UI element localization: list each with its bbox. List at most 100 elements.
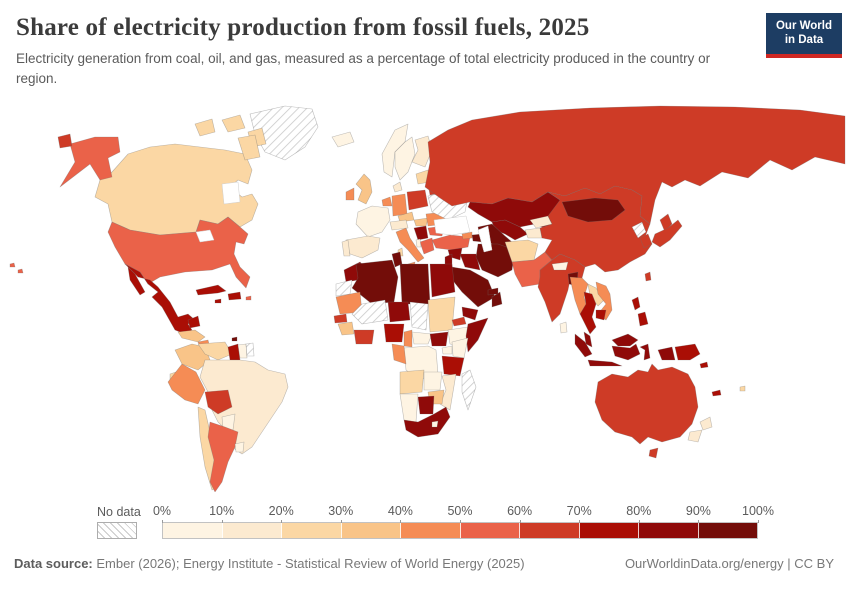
country-albania[interactable] — [415, 238, 422, 248]
country-uae-qatar[interactable] — [487, 287, 499, 296]
country-yucatan[interactable] — [187, 315, 201, 329]
country-philippines[interactable] — [637, 311, 649, 327]
country-gabon-congo[interactable] — [391, 343, 407, 365]
country-iceland[interactable] — [331, 131, 355, 148]
country-italy[interactable] — [395, 227, 425, 263]
country-tanzania[interactable] — [441, 355, 465, 377]
country-botswana[interactable] — [417, 395, 435, 415]
country-canada-baffin[interactable] — [237, 134, 261, 161]
country-ivory-coast-ghana[interactable] — [353, 329, 375, 345]
country-vietnam[interactable] — [595, 281, 613, 321]
country-cameroon[interactable] — [403, 329, 413, 348]
country-nepal[interactable] — [551, 261, 569, 271]
country-japan[interactable] — [651, 219, 683, 248]
country-hispaniola[interactable] — [227, 291, 242, 301]
country-finland[interactable] — [411, 135, 433, 168]
legend-segment[interactable] — [579, 523, 639, 539]
country-france[interactable] — [355, 205, 391, 238]
legend-segment[interactable] — [282, 523, 342, 539]
legend-segment[interactable] — [520, 523, 580, 539]
country-austria-switzerland[interactable] — [389, 219, 409, 231]
country-new-caledonia[interactable] — [711, 389, 722, 397]
no-data-swatch[interactable] — [97, 522, 137, 540]
country-madagascar[interactable] — [461, 369, 477, 411]
country-angola[interactable] — [399, 369, 425, 395]
country-zambia[interactable] — [423, 371, 443, 391]
country-chad[interactable] — [409, 301, 429, 331]
country-malaysia[interactable] — [583, 331, 593, 348]
country-peru[interactable] — [167, 363, 206, 405]
country-bolivia[interactable] — [204, 389, 233, 415]
country-hawaii[interactable] — [9, 262, 16, 268]
owid-logo[interactable]: Our World in Data — [766, 13, 842, 58]
country-cuba[interactable] — [195, 284, 227, 296]
country-solomon-islands[interactable] — [699, 361, 709, 369]
legend-segment[interactable] — [639, 523, 699, 539]
legend-segment[interactable] — [163, 523, 223, 539]
country-western-sahara[interactable] — [335, 279, 353, 297]
country-sweden[interactable] — [394, 136, 416, 181]
country-indonesia-sulawesi[interactable] — [639, 343, 651, 361]
country-north-korea[interactable] — [631, 221, 647, 239]
country-portugal[interactable] — [341, 239, 351, 257]
country-baja[interactable] — [127, 266, 146, 296]
country-eritrea[interactable] — [451, 316, 467, 327]
legend-segment[interactable] — [401, 523, 461, 539]
country-canada-arctic[interactable] — [194, 118, 216, 137]
country-jamaica[interactable] — [214, 298, 222, 304]
country-hawaii[interactable] — [17, 268, 24, 274]
country-australia[interactable] — [594, 363, 699, 445]
country-denmark[interactable] — [392, 181, 403, 193]
country-egypt[interactable] — [429, 263, 456, 298]
country-uganda[interactable] — [441, 345, 453, 355]
legend-segment[interactable] — [698, 523, 757, 539]
country-mozambique[interactable] — [439, 373, 457, 411]
country-germany[interactable] — [391, 193, 408, 217]
country-tajikistan[interactable] — [524, 227, 543, 239]
country-guinea[interactable] — [337, 321, 355, 336]
country-uk[interactable] — [355, 173, 373, 205]
country-suriname[interactable] — [237, 343, 248, 359]
country-namibia[interactable] — [399, 393, 419, 423]
country-serbia-bosnia[interactable] — [413, 225, 429, 241]
country-niger[interactable] — [387, 301, 411, 323]
country-greece[interactable] — [419, 237, 435, 255]
country-ireland[interactable] — [345, 187, 355, 201]
country-uruguay[interactable] — [234, 441, 245, 453]
country-benelux[interactable] — [381, 196, 393, 207]
country-new-zealand[interactable] — [699, 416, 713, 431]
legend-no-data[interactable]: No data — [97, 505, 141, 540]
country-indonesia-sumatra[interactable] — [574, 333, 593, 358]
country-somalia[interactable] — [465, 317, 489, 353]
country-indonesia-papua[interactable] — [657, 346, 676, 361]
country-alaska[interactable] — [59, 136, 121, 188]
country-new-zealand[interactable] — [687, 429, 703, 443]
country-trinidad[interactable] — [231, 336, 238, 342]
country-afghanistan[interactable] — [504, 239, 539, 263]
country-mali[interactable] — [351, 299, 389, 325]
country-senegal[interactable] — [333, 313, 348, 324]
country-malaysia-borneo[interactable] — [611, 333, 639, 347]
country-india[interactable] — [537, 253, 586, 323]
owid-link[interactable]: OurWorldinData.org/energy | CC BY — [624, 556, 834, 572]
country-hungary[interactable] — [413, 217, 429, 227]
country-thailand[interactable] — [579, 291, 597, 335]
country-central-african-republic[interactable] — [411, 331, 433, 345]
country-argentina[interactable] — [207, 421, 239, 493]
country-guatemala-honduras[interactable] — [177, 329, 206, 343]
country-paraguay[interactable] — [221, 413, 236, 431]
country-libya[interactable] — [399, 263, 431, 305]
legend-segment[interactable] — [460, 523, 520, 539]
country-poland[interactable] — [406, 189, 429, 211]
country-spain[interactable] — [345, 235, 381, 259]
country-canada-arctic[interactable] — [221, 114, 246, 133]
country-indonesia-kalimantan[interactable] — [611, 343, 641, 361]
country-japan[interactable] — [659, 213, 673, 233]
legend-segment[interactable] — [341, 523, 401, 539]
country-philippines[interactable] — [631, 296, 641, 311]
country-sudan[interactable] — [427, 296, 456, 333]
world-map[interactable] — [0, 92, 850, 493]
country-fiji[interactable] — [739, 385, 746, 392]
country-south-sudan[interactable] — [429, 331, 449, 347]
country-nigeria[interactable] — [383, 323, 405, 343]
